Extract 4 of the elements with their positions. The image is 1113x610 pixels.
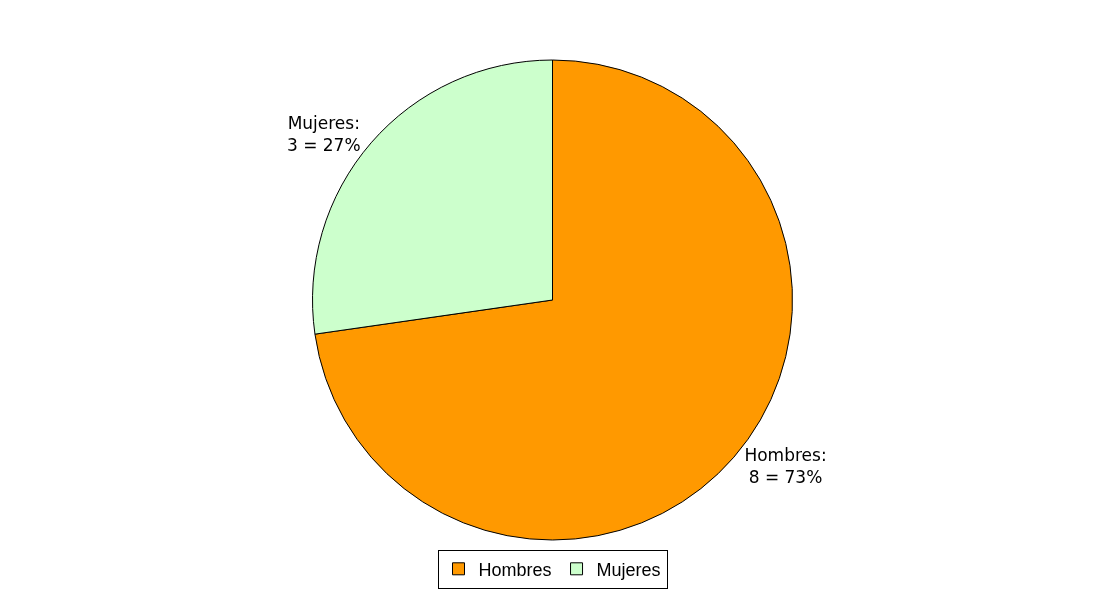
data-label: Hombres: 8 = 73% (744, 445, 827, 488)
legend-label: Hombres (478, 559, 552, 580)
data-label: Mujeres: 3 = 27% (286, 112, 361, 155)
legend-label: Mujeres (596, 559, 661, 580)
